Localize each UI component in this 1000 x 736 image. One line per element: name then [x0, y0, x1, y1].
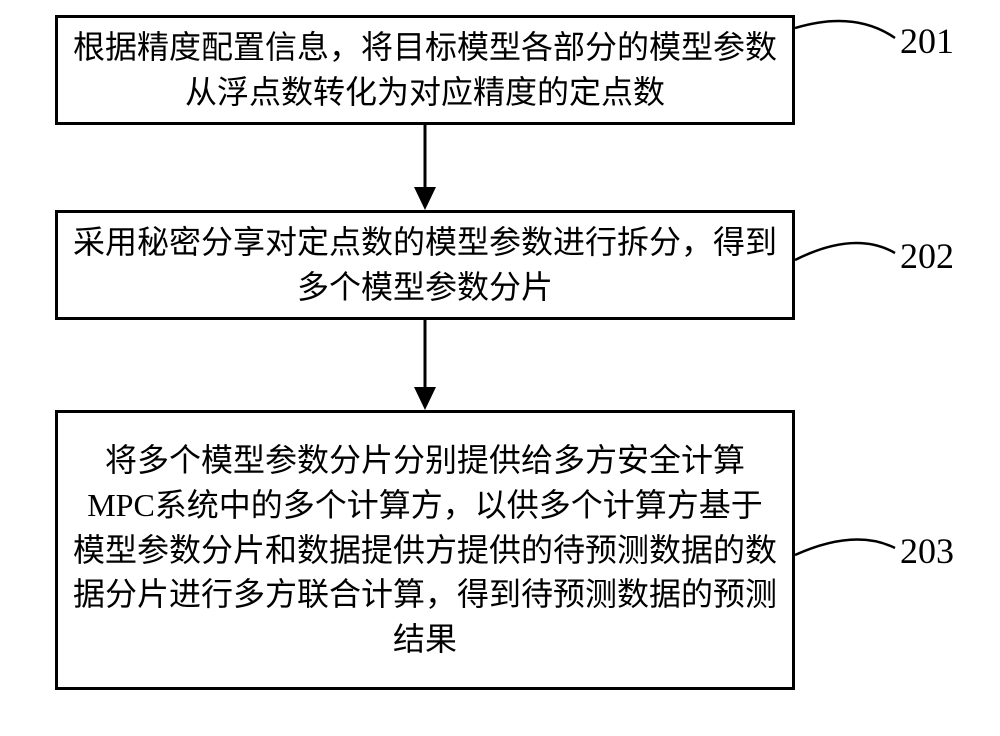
step-text-2: 采用秘密分享对定点数的模型参数进行拆分，得到多个模型参数分片	[58, 212, 792, 318]
flowchart-container: 根据精度配置信息，将目标模型各部分的模型参数从浮点数转化为对应精度的定点数 20…	[0, 0, 1000, 736]
step-box-3: 将多个模型参数分片分别提供给多方安全计算MPC系统中的多个计算方，以供多个计算方…	[55, 410, 795, 690]
step-box-1: 根据精度配置信息，将目标模型各部分的模型参数从浮点数转化为对应精度的定点数	[55, 15, 795, 125]
step-label-1: 201	[900, 20, 954, 62]
arrow-1-2	[405, 125, 445, 210]
step-label-3: 203	[900, 530, 954, 572]
step-text-1: 根据精度配置信息，将目标模型各部分的模型参数从浮点数转化为对应精度的定点数	[58, 17, 792, 123]
step-label-2: 202	[900, 235, 954, 277]
leader-line-1	[795, 10, 905, 60]
arrow-2-3	[405, 320, 445, 410]
leader-line-3	[795, 520, 905, 570]
step-box-2: 采用秘密分享对定点数的模型参数进行拆分，得到多个模型参数分片	[55, 210, 795, 320]
leader-line-2	[795, 225, 905, 275]
step-text-3: 将多个模型参数分片分别提供给多方安全计算MPC系统中的多个计算方，以供多个计算方…	[58, 430, 792, 670]
